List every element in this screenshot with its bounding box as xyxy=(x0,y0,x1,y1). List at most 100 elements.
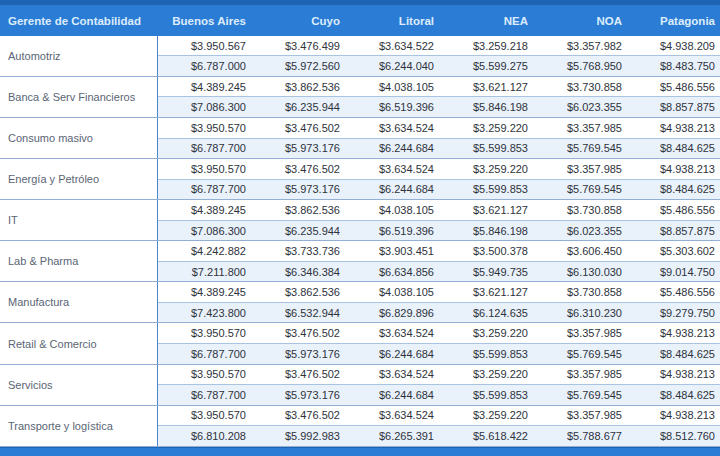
salary-value-cell: $6.265.391 xyxy=(345,426,439,447)
table-row: Manufactura$4.389.245$3.862.536$4.038.10… xyxy=(0,282,720,303)
salary-value-cell: $3.950.567 xyxy=(157,36,251,56)
salary-value-cell: $7.086.300 xyxy=(157,220,251,241)
salary-value-cell: $3.950.570 xyxy=(157,405,251,426)
salary-value-cell: $3.476.502 xyxy=(251,159,345,180)
salary-value-cell: $3.950.570 xyxy=(157,323,251,344)
salary-value-cell: $7.211.800 xyxy=(157,261,251,282)
header-region-cell: Buenos Aires xyxy=(157,5,251,36)
salary-value-cell: $6.519.396 xyxy=(345,97,439,118)
salary-value-cell: $6.235.944 xyxy=(251,97,345,118)
salary-value-cell: $3.476.502 xyxy=(251,405,345,426)
salary-value-cell: $3.259.220 xyxy=(439,364,533,385)
salary-value-cell: $8.483.750 xyxy=(627,56,720,77)
salary-value-cell: $6.244.684 xyxy=(345,138,439,159)
salary-value-cell: $4.038.105 xyxy=(345,282,439,303)
salary-value-cell: $3.357.982 xyxy=(533,36,627,56)
salary-value-cell: $4.938.213 xyxy=(627,118,720,139)
salary-value-cell: $3.730.858 xyxy=(533,76,627,97)
salary-value-cell: $6.634.856 xyxy=(345,261,439,282)
salary-value-cell: $5.618.422 xyxy=(439,426,533,447)
salary-value-cell: $9.279.750 xyxy=(627,302,720,323)
salary-value-cell: $4.938.213 xyxy=(627,364,720,385)
salary-value-cell: $6.346.384 xyxy=(251,261,345,282)
salary-value-cell: $5.846.198 xyxy=(439,97,533,118)
salary-value-cell: $5.769.545 xyxy=(533,138,627,159)
salary-value-cell: $4.389.245 xyxy=(157,282,251,303)
header-title-cell: Gerente de Contabilidad xyxy=(0,5,157,36)
salary-value-cell: $5.949.735 xyxy=(439,261,533,282)
salary-value-cell: $6.829.896 xyxy=(345,302,439,323)
salary-value-cell: $3.259.220 xyxy=(439,159,533,180)
salary-value-cell: $4.938.213 xyxy=(627,159,720,180)
salary-value-cell: $5.486.556 xyxy=(627,282,720,303)
salary-value-cell: $5.599.853 xyxy=(439,344,533,365)
salary-value-cell: $3.862.536 xyxy=(251,200,345,221)
salary-value-cell: $4.038.105 xyxy=(345,200,439,221)
salary-value-cell: $6.130.030 xyxy=(533,261,627,282)
header-region-cell: Patagonia xyxy=(627,5,720,36)
salary-value-cell: $3.259.218 xyxy=(439,36,533,56)
salary-value-cell: $3.500.378 xyxy=(439,241,533,262)
salary-value-cell: $5.486.556 xyxy=(627,200,720,221)
salary-value-cell: $3.950.570 xyxy=(157,159,251,180)
table-row: Retail & Comercio$3.950.570$3.476.502$3.… xyxy=(0,323,720,344)
salary-value-cell: $5.303.602 xyxy=(627,241,720,262)
salary-value-cell: $6.519.396 xyxy=(345,220,439,241)
header-region-cell: NOA xyxy=(533,5,627,36)
salary-value-cell: $6.244.684 xyxy=(345,385,439,406)
salary-value-cell: $3.730.858 xyxy=(533,282,627,303)
salary-value-cell: $8.857.875 xyxy=(627,220,720,241)
salary-value-cell: $6.235.944 xyxy=(251,220,345,241)
salary-value-cell: $7.423.800 xyxy=(157,302,251,323)
table-row: Energía y Petróleo$3.950.570$3.476.502$3… xyxy=(0,159,720,180)
salary-value-cell: $3.259.220 xyxy=(439,118,533,139)
salary-value-cell: $5.972.560 xyxy=(251,56,345,77)
salary-value-cell: $3.634.524 xyxy=(345,118,439,139)
salary-value-cell: $3.476.502 xyxy=(251,118,345,139)
salary-value-cell: $3.259.220 xyxy=(439,323,533,344)
salary-value-cell: $3.950.570 xyxy=(157,118,251,139)
salary-value-cell: $4.389.245 xyxy=(157,76,251,97)
table-body: Automotriz$3.950.567$3.476.499$3.634.522… xyxy=(0,36,720,447)
salary-value-cell: $3.903.451 xyxy=(345,241,439,262)
salary-value-cell: $6.810.208 xyxy=(157,426,251,447)
salary-value-cell: $4.938.213 xyxy=(627,405,720,426)
salary-value-cell: $6.124.635 xyxy=(439,302,533,323)
salary-value-cell: $4.938.209 xyxy=(627,36,720,56)
salary-value-cell: $6.532.944 xyxy=(251,302,345,323)
salary-value-cell: $9.014.750 xyxy=(627,261,720,282)
salary-value-cell: $3.634.524 xyxy=(345,364,439,385)
footer-bar xyxy=(0,447,720,456)
salary-value-cell: $6.023.355 xyxy=(533,97,627,118)
salary-value-cell: $8.484.625 xyxy=(627,138,720,159)
industry-label: IT xyxy=(0,200,157,241)
salary-value-cell: $5.599.853 xyxy=(439,138,533,159)
salary-value-cell: $5.973.176 xyxy=(251,344,345,365)
industry-label: Retail & Comercio xyxy=(0,323,157,364)
industry-label: Banca & Serv Financieros xyxy=(0,76,157,117)
salary-value-cell: $7.086.300 xyxy=(157,97,251,118)
salary-table: Gerente de ContabilidadBuenos AiresCuyoL… xyxy=(0,5,720,447)
header-region-cell: Litoral xyxy=(345,5,439,36)
salary-value-cell: $5.599.853 xyxy=(439,179,533,200)
salary-value-cell: $5.486.556 xyxy=(627,76,720,97)
salary-value-cell: $5.769.545 xyxy=(533,344,627,365)
salary-value-cell: $6.310.230 xyxy=(533,302,627,323)
table-row: Lab & Pharma$4.242.882$3.733.736$3.903.4… xyxy=(0,241,720,262)
salary-value-cell: $3.259.220 xyxy=(439,405,533,426)
salary-value-cell: $6.787.700 xyxy=(157,138,251,159)
salary-value-cell: $4.938.213 xyxy=(627,323,720,344)
salary-value-cell: $3.476.502 xyxy=(251,364,345,385)
salary-value-cell: $3.621.127 xyxy=(439,76,533,97)
salary-value-cell: $8.512.760 xyxy=(627,426,720,447)
salary-value-cell: $8.484.625 xyxy=(627,344,720,365)
salary-value-cell: $5.973.176 xyxy=(251,179,345,200)
industry-label: Consumo masivo xyxy=(0,118,157,159)
salary-value-cell: $3.357.985 xyxy=(533,118,627,139)
table-row: Transporte y logística$3.950.570$3.476.5… xyxy=(0,405,720,426)
salary-value-cell: $6.244.684 xyxy=(345,179,439,200)
salary-value-cell: $6.787.700 xyxy=(157,179,251,200)
salary-value-cell: $8.484.625 xyxy=(627,385,720,406)
salary-value-cell: $4.038.105 xyxy=(345,76,439,97)
salary-value-cell: $3.634.522 xyxy=(345,36,439,56)
